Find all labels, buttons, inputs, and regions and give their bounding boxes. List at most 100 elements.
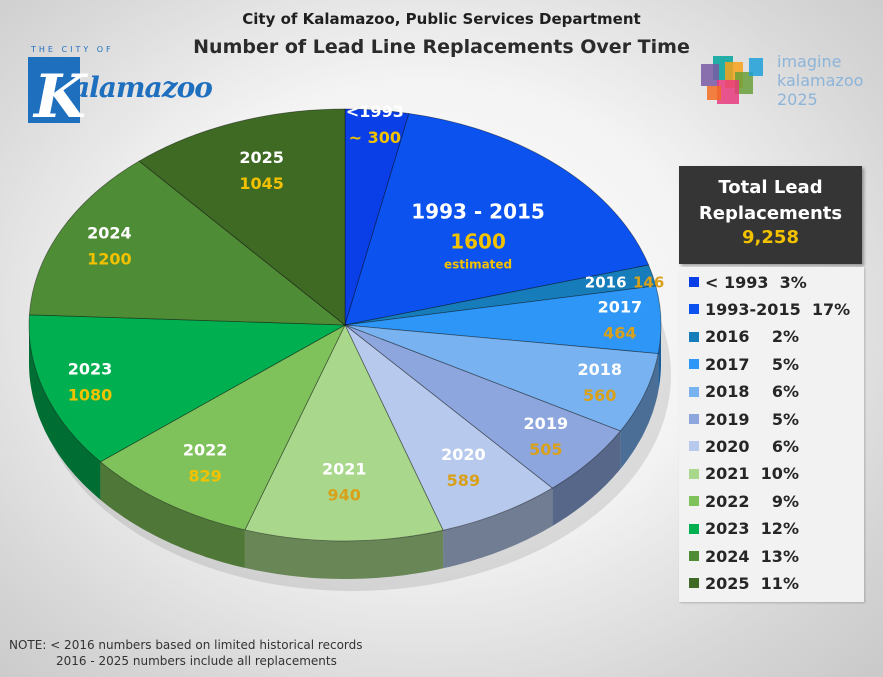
pie-label-2021: 2021 — [322, 460, 367, 479]
legend-label: < 1993 3% — [705, 272, 807, 292]
pie-label-2020: 2020 — [441, 445, 486, 464]
legend-label: 2021 10% — [705, 464, 799, 484]
city-of-kalamazoo-logo: THE CITY OF K alamazoo — [28, 45, 213, 127]
legend-swatch — [689, 304, 699, 315]
pie-side-2021 — [244, 529, 444, 579]
pie-value-2021: 940 — [328, 486, 361, 505]
legend-swatch — [689, 331, 699, 342]
legend-swatch — [689, 578, 699, 589]
pie-label-19932015: 1993 - 2015 — [411, 200, 545, 224]
pie-side-walls — [29, 325, 661, 579]
total-replacements-box: Total Lead Replacements 9,258 — [679, 166, 862, 264]
imagine-squares-icon — [701, 56, 763, 104]
footnote-line1: NOTE: < 2016 numbers based on limited hi… — [9, 638, 363, 652]
chart-title: Number of Lead Line Replacements Over Ti… — [193, 36, 690, 58]
pie-label-2022: 2022 — [183, 441, 228, 460]
pie-note-19932015: estimated — [444, 258, 512, 272]
legend-swatch — [689, 551, 699, 561]
logo-block: K — [28, 57, 86, 127]
legend-item: 2018 6% — [689, 381, 799, 403]
logo-word: alamazoo — [72, 71, 213, 104]
pie-label-2024: 2024 — [87, 223, 132, 242]
imagine-line3: 2025 — [777, 90, 818, 109]
pie-label-2018: 2018 — [577, 360, 622, 379]
legend-swatch — [689, 468, 699, 479]
legend-item: 2023 12% — [689, 518, 799, 540]
legend-swatch — [689, 277, 699, 287]
total-label-line2: Replacements — [698, 203, 843, 224]
legend-swatch — [689, 414, 699, 424]
legend-item: 2019 5% — [689, 408, 799, 430]
legend-item: 2025 11% — [689, 572, 799, 594]
pie-slice-2021 — [244, 324, 444, 542]
pie-slice-2017 — [344, 285, 662, 355]
pie-value-2023: 1080 — [68, 386, 113, 405]
legend-swatch — [689, 386, 699, 397]
pie-value-2022: 829 — [188, 467, 221, 486]
pie-side-2018 — [620, 353, 659, 469]
pie-slice-2024 — [28, 160, 347, 326]
pie-value-2016: 146 — [633, 273, 664, 291]
legend-label: 2024 13% — [705, 546, 799, 566]
pie-label-2017: 2017 — [598, 297, 643, 316]
pie-labels: <1993 ~ 300 1993 - 2015 1600 estimated 2016 14… — [68, 102, 665, 505]
footnote-line2: 2016 - 2025 numbers include all replacem… — [56, 654, 337, 668]
legend-item: 2017 5% — [689, 353, 799, 375]
pie-side-2022 — [100, 461, 245, 568]
legend-label: 2025 11% — [705, 573, 799, 593]
legend-label: 1993-2015 17% — [705, 299, 851, 319]
legend-item: 1993-2015 17% — [689, 298, 850, 320]
pie-value-2025: 1045 — [239, 174, 284, 193]
footnote: NOTE: < 2016 numbers based on limited hi… — [9, 637, 363, 669]
pie-value-1993: ~ 300 — [349, 128, 401, 147]
logo-small-text: THE CITY OF — [31, 45, 114, 54]
pie-slice-2019 — [344, 324, 622, 489]
pie-value-2017: 464 — [603, 323, 636, 342]
legend-label: 2020 6% — [705, 436, 799, 456]
pie-label-2023: 2023 — [68, 360, 113, 379]
legend-item: 2020 6% — [689, 435, 799, 457]
pie-label-2019: 2019 — [524, 414, 569, 433]
pie-label-2025: 2025 — [239, 148, 284, 167]
chart-legend: < 1993 3% 1993-2015 17% 2016 2% 2017 5% 2018… — [679, 267, 864, 602]
legend-item: 2022 9% — [689, 490, 799, 512]
legend-item: 2016 2% — [689, 326, 799, 348]
pie-slice-2025 — [138, 108, 346, 326]
chart-department-title: City of Kalamazoo, Public Services Depar… — [242, 10, 641, 28]
legend-label: 2023 12% — [705, 519, 799, 539]
pie-slice-1993 — [344, 108, 410, 326]
logo-initial: K — [34, 62, 87, 132]
pie-slices — [28, 108, 662, 542]
legend-label: 2022 9% — [705, 491, 799, 511]
pie-value-2020: 589 — [447, 471, 480, 490]
pie-side-2020 — [443, 488, 553, 569]
pie-slice-2018 — [344, 324, 659, 432]
imagine-line1: imagine — [777, 52, 842, 71]
legend-swatch — [689, 441, 699, 452]
pie-side-2023 — [29, 325, 101, 500]
legend-label: 2017 5% — [705, 354, 799, 374]
legend-swatch — [689, 523, 699, 534]
pie-value-19932015: 1600 — [450, 230, 506, 254]
legend-swatch — [689, 359, 699, 370]
legend-item: 2021 10% — [689, 463, 799, 485]
pie-label-2016: 2016 — [585, 273, 627, 291]
pie-slice-2022 — [99, 324, 346, 531]
pie-slice-2020 — [344, 324, 554, 531]
pie-value-2019: 505 — [529, 440, 562, 459]
imagine-kalamazoo-text: imagine kalamazoo 2025 — [777, 52, 863, 109]
pie-slice-2016 — [344, 264, 657, 326]
pie-slice-19932015 — [344, 113, 650, 326]
imagine-kalamazoo-logo: imagine kalamazoo 2025 — [695, 50, 875, 115]
pie-value-2024: 1200 — [87, 249, 132, 268]
pie-label-1993: <1993 — [346, 102, 404, 121]
legend-label: 2016 2% — [705, 327, 799, 347]
legend-swatch — [689, 496, 699, 507]
pie-slice-2023 — [28, 314, 347, 463]
pie-side-2019 — [552, 431, 621, 527]
legend-item: < 1993 3% — [689, 271, 807, 293]
total-value: 9,258 — [742, 227, 799, 248]
legend-label: 2018 6% — [705, 382, 799, 402]
pie-value-2018: 560 — [583, 386, 616, 405]
